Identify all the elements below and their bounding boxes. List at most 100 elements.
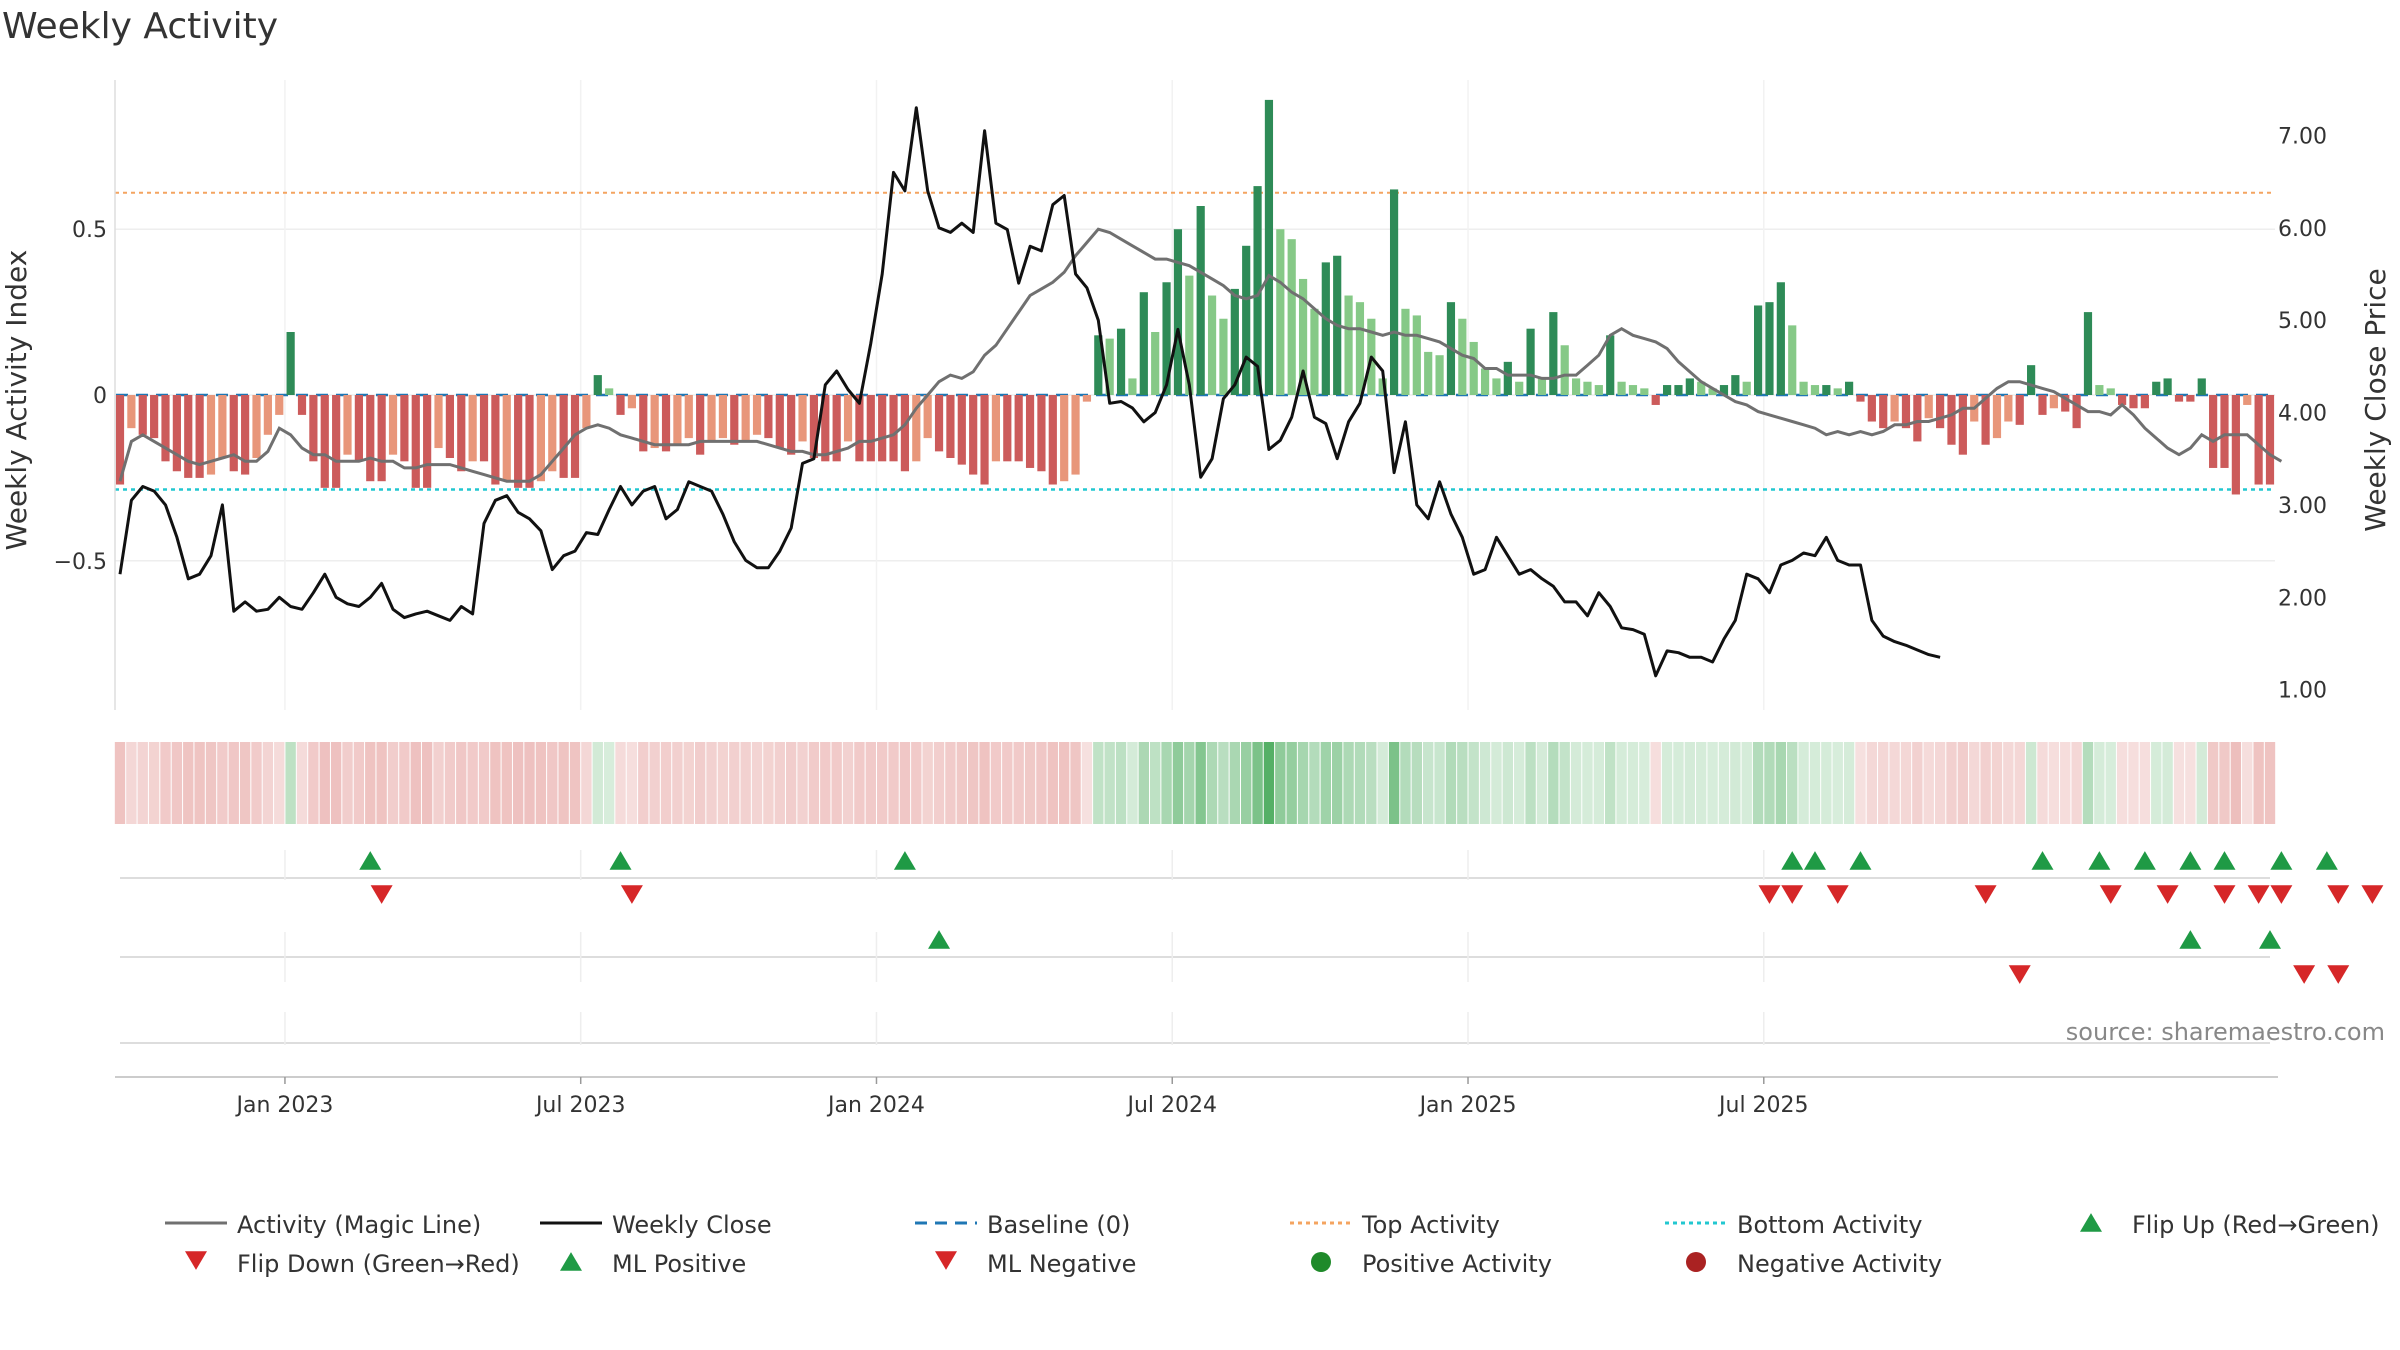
- heat-cell: [1491, 742, 1502, 824]
- activity-bar: [1401, 308, 1410, 395]
- heat-cell: [1673, 742, 1684, 824]
- axes: 0.5 0 −0.5 7.00 6.00 5.00 4.00 3.00 2.00 1.00: [54, 80, 2327, 710]
- heat-cell: [1514, 742, 1525, 824]
- activity-bar: [2254, 395, 2263, 485]
- activity-bar: [2061, 395, 2070, 412]
- activity-bar: [468, 395, 477, 462]
- heat-cell: [1457, 742, 1468, 824]
- heat-cell: [558, 742, 569, 824]
- heat-cell: [2071, 742, 2082, 824]
- flip-down-marker: [1974, 885, 1997, 904]
- activity-bar: [900, 395, 910, 472]
- activity-bar: [1958, 395, 1967, 455]
- activity-bar: [1583, 381, 1592, 395]
- activity-bar: [2186, 395, 2195, 402]
- heat-cell: [274, 742, 285, 824]
- heat-cell: [2162, 742, 2173, 824]
- weekly-close-series: [118, 106, 1941, 678]
- activity-bar: [1276, 229, 1285, 395]
- activity-bar: [2243, 395, 2252, 405]
- activity-bar: [1037, 395, 1046, 472]
- heat-cell: [1104, 742, 1115, 824]
- activity-bar: [514, 395, 523, 488]
- activity-bar: [275, 395, 284, 415]
- activity-bar: [969, 395, 978, 475]
- activity-bar: [650, 395, 659, 449]
- heat-cell: [1957, 742, 1969, 824]
- activity-bar: [707, 395, 716, 442]
- heat-cell: [1343, 742, 1354, 824]
- activity-bar: [1924, 395, 1933, 419]
- heat-cell: [490, 742, 501, 824]
- heat-cell: [1195, 742, 1206, 824]
- activity-bar: [1890, 395, 1899, 422]
- activity-bar: [866, 395, 875, 462]
- activity-bar: [1731, 375, 1740, 395]
- activity-bar: [491, 395, 500, 485]
- legend-label: Negative Activity: [1737, 1250, 1942, 1278]
- activity-bar: [764, 395, 773, 439]
- activity-bar: [229, 395, 238, 472]
- y-right-tick-label: 7.00: [2278, 124, 2327, 149]
- flip-down-marker: [1826, 885, 1849, 904]
- heat-cell: [1752, 742, 1764, 824]
- activity-bar: [878, 395, 887, 462]
- activity-bar: [1105, 338, 1114, 395]
- activity-bar: [1014, 395, 1023, 462]
- activity-bar: [263, 395, 272, 435]
- magic-line-series: [118, 227, 2283, 483]
- activity-bar: [1458, 318, 1467, 395]
- heat-cell: [2116, 742, 2128, 824]
- activity-bar: [1310, 308, 1319, 395]
- heat-cell: [1445, 742, 1457, 824]
- heat-cell: [1934, 742, 1946, 824]
- activity-bar: [627, 395, 636, 409]
- heat-cell: [1559, 742, 1570, 824]
- heat-cell: [888, 742, 899, 824]
- activity-bar: [1151, 332, 1160, 395]
- y-right-tick-label: 1.00: [2278, 679, 2327, 704]
- heat-cell: [535, 742, 547, 824]
- activity-bar: [2049, 395, 2058, 409]
- y-right-tick-label: 4.00: [2278, 402, 2327, 427]
- heat-cell: [296, 742, 308, 824]
- activity-bar: [1344, 295, 1353, 395]
- activity-bar: [525, 395, 534, 488]
- legend-label: Activity (Magic Line): [237, 1211, 481, 1239]
- heat-cell: [626, 742, 638, 824]
- flip-up-marker: [2031, 851, 2054, 870]
- activity-bar: [1389, 189, 1399, 395]
- x-tick-label: Jul 2025: [1717, 1093, 1809, 1118]
- heat-cell: [1013, 742, 1024, 824]
- heat-cell: [820, 742, 831, 824]
- heat-cell: [1434, 742, 1445, 824]
- heat-cell: [2094, 742, 2105, 824]
- activity-bar: [1901, 395, 1911, 429]
- heat-cell: [1184, 742, 1195, 824]
- ml-negative-marker: [2008, 965, 2031, 984]
- activity-bar: [946, 395, 955, 458]
- ml-negative-marker: [2293, 965, 2316, 984]
- activity-bar: [1298, 278, 1308, 395]
- activity-bar: [1378, 378, 1387, 395]
- heat-cell: [683, 742, 694, 824]
- reference-lines: [115, 191, 2275, 491]
- heat-cell: [1741, 742, 1752, 824]
- heat-cell: [376, 742, 387, 824]
- heat-cell: [1991, 742, 2003, 824]
- activity-bar: [1845, 381, 1854, 395]
- heat-cell: [1161, 742, 1172, 824]
- activity-bar: [1185, 275, 1194, 395]
- heat-cell: [228, 742, 239, 824]
- activity-bar: [1003, 395, 1012, 462]
- heat-cell: [2003, 742, 2014, 824]
- flip-down-marker: [2213, 885, 2236, 904]
- heat-cell: [717, 742, 729, 824]
- heat-cell: [1616, 742, 1627, 824]
- activity-bar: [1242, 245, 1251, 395]
- activity-bar: [1913, 395, 1922, 442]
- heat-cell: [1525, 742, 1536, 824]
- heat-cell: [1536, 742, 1548, 824]
- heat-cell: [797, 742, 808, 824]
- heat-cell: [1787, 742, 1798, 824]
